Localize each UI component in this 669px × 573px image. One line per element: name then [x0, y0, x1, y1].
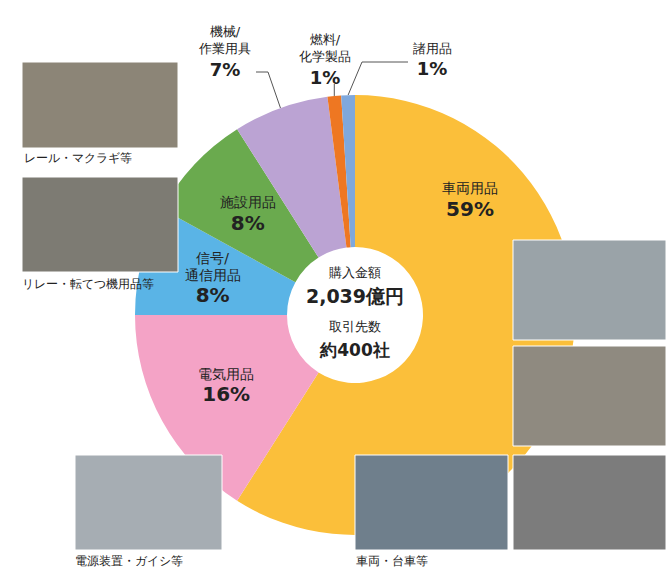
svg-text:施設用品: 施設用品: [220, 194, 276, 210]
svg-text:7%: 7%: [210, 59, 241, 80]
svg-text:作業用具: 作業用具: [198, 41, 251, 56]
svg-text:機械/: 機械/: [210, 24, 241, 39]
svg-text:電気用品: 電気用品: [198, 366, 254, 382]
svg-text:通信用品: 通信用品: [185, 267, 241, 283]
svg-text:車両・台車等: 車両・台車等: [356, 554, 428, 568]
svg-text:2,039億円: 2,039億円: [306, 285, 404, 307]
svg-text:リレー・転てつ機用品等: リレー・転てつ機用品等: [22, 277, 154, 291]
svg-text:電源装置・ガイシ等: 電源装置・ガイシ等: [75, 554, 183, 568]
svg-text:59%: 59%: [446, 197, 494, 221]
svg-text:約400社: 約400社: [319, 340, 390, 360]
svg-text:1%: 1%: [310, 67, 341, 88]
svg-text:16%: 16%: [202, 382, 250, 406]
svg-text:諸用品: 諸用品: [413, 41, 452, 56]
svg-text:8%: 8%: [231, 211, 265, 235]
svg-text:取引先数: 取引先数: [329, 319, 381, 334]
svg-text:購入金額: 購入金額: [329, 265, 381, 280]
svg-text:信号/: 信号/: [196, 250, 229, 266]
svg-text:化学製品: 化学製品: [299, 49, 351, 64]
svg-text:車両用品: 車両用品: [442, 180, 498, 196]
svg-text:燃料/: 燃料/: [310, 32, 341, 47]
svg-text:レール・マクラギ等: レール・マクラギ等: [24, 151, 132, 165]
svg-text:1%: 1%: [417, 58, 448, 79]
svg-text:8%: 8%: [196, 283, 230, 307]
